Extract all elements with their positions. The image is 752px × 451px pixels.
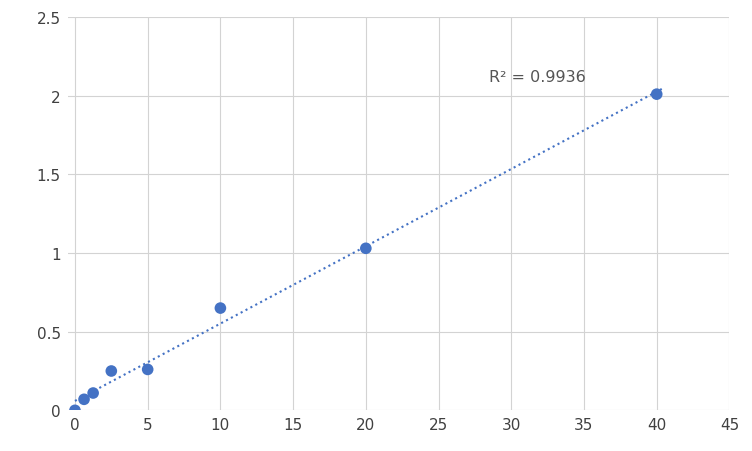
Point [359, 245, 371, 253]
Point [78, 396, 90, 403]
Point [69, 407, 81, 414]
Point [87, 390, 99, 397]
Point [141, 366, 153, 373]
Point [214, 305, 226, 312]
Text: R² = 0.9936: R² = 0.9936 [490, 70, 587, 85]
Point [650, 92, 663, 99]
Point [105, 368, 117, 375]
